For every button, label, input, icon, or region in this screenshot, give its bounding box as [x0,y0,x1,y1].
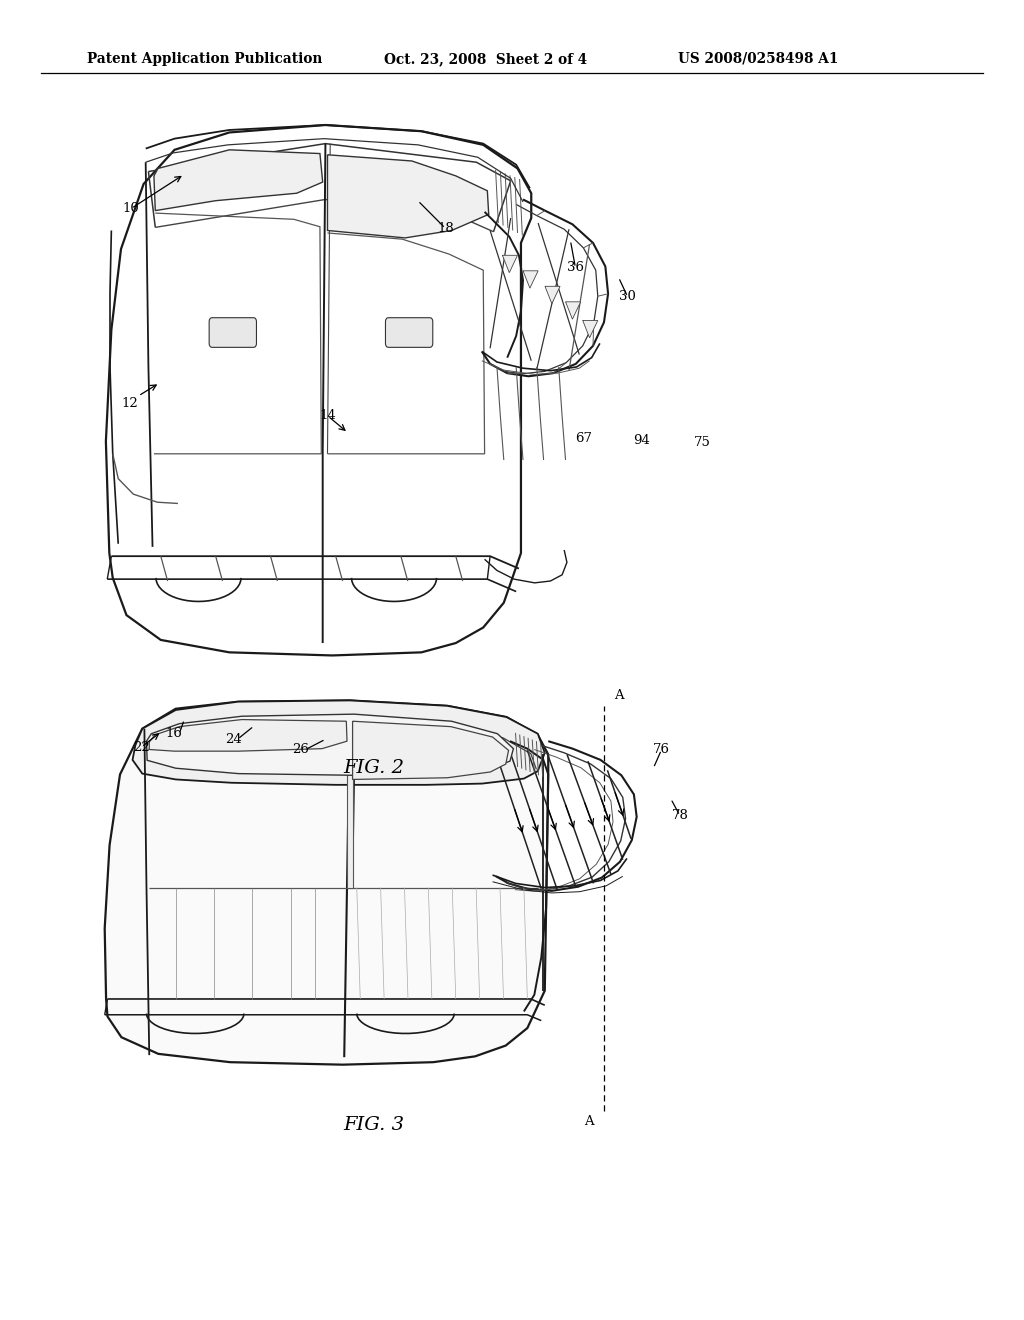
FancyBboxPatch shape [209,318,256,347]
Text: 36: 36 [567,261,584,275]
Text: FIG. 2: FIG. 2 [343,759,404,777]
PathPatch shape [105,125,531,656]
PathPatch shape [523,271,539,288]
Text: 14: 14 [319,409,336,422]
Text: 26: 26 [293,743,309,756]
PathPatch shape [347,717,353,887]
PathPatch shape [565,302,581,319]
Text: 16: 16 [166,727,182,741]
Text: 78: 78 [672,809,688,822]
Text: FIG. 3: FIG. 3 [343,1115,404,1134]
Text: 24: 24 [225,733,242,746]
Text: Patent Application Publication: Patent Application Publication [87,51,323,66]
Text: 12: 12 [122,397,138,411]
Text: 22: 22 [133,741,150,754]
Text: A: A [585,1115,594,1129]
Text: 94: 94 [634,434,650,447]
Text: 75: 75 [694,436,711,449]
PathPatch shape [352,721,509,779]
Text: 30: 30 [620,290,636,304]
Text: US 2008/0258498 A1: US 2008/0258498 A1 [678,51,839,66]
PathPatch shape [154,150,323,211]
FancyBboxPatch shape [385,318,433,347]
PathPatch shape [104,701,548,1065]
PathPatch shape [545,286,560,304]
Text: 67: 67 [575,432,592,445]
PathPatch shape [328,154,488,238]
PathPatch shape [583,321,598,338]
Text: 10: 10 [123,202,139,215]
PathPatch shape [150,719,347,751]
PathPatch shape [503,255,517,273]
Text: 76: 76 [653,743,670,756]
PathPatch shape [132,701,545,785]
PathPatch shape [146,714,513,775]
Text: Oct. 23, 2008  Sheet 2 of 4: Oct. 23, 2008 Sheet 2 of 4 [384,51,587,66]
Text: A: A [614,689,624,702]
Text: 18: 18 [437,222,454,235]
